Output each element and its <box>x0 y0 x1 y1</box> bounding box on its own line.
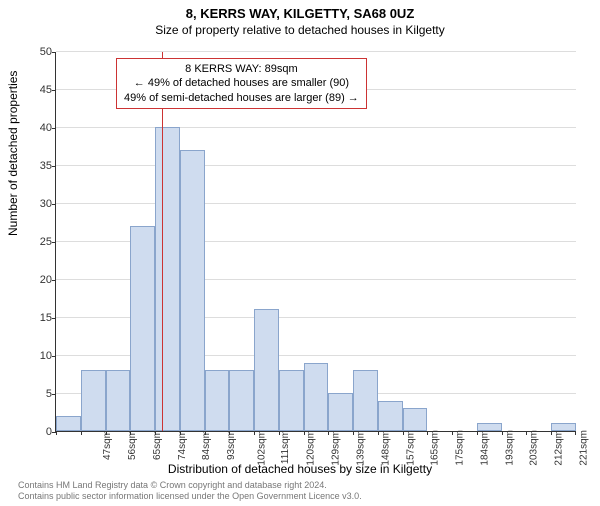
x-tick-label: 203sqm <box>529 430 540 466</box>
bar <box>279 370 304 431</box>
bar <box>477 423 502 431</box>
y-tick-mark <box>52 204 56 205</box>
y-tick-mark <box>52 128 56 129</box>
y-tick-label: 40 <box>26 122 52 134</box>
x-tick-label: 93sqm <box>226 430 237 460</box>
bar <box>56 416 81 431</box>
y-tick-label: 45 <box>26 84 52 96</box>
x-tick-mark <box>378 431 379 435</box>
y-tick-mark <box>52 280 56 281</box>
x-tick-label: 111sqm <box>280 430 291 464</box>
chart-title-primary: 8, KERRS WAY, KILGETTY, SA68 0UZ <box>0 6 600 21</box>
x-tick-label: 212sqm <box>554 430 565 466</box>
info-line-3: 49% of semi-detached houses are larger (… <box>124 91 359 105</box>
x-tick-label: 47sqm <box>102 430 113 460</box>
footer-text: Contains HM Land Registry data © Crown c… <box>18 480 362 502</box>
x-tick-label: 129sqm <box>331 430 342 466</box>
y-tick-label: 5 <box>26 388 52 400</box>
bar <box>353 370 378 431</box>
bar <box>328 393 353 431</box>
info-line-2: ← 49% of detached houses are smaller (90… <box>124 76 359 90</box>
y-axis-label: Number of detached properties <box>6 71 20 236</box>
x-tick-mark <box>279 431 280 435</box>
x-tick-label: 157sqm <box>405 430 416 466</box>
gridline <box>56 165 576 166</box>
y-tick-mark <box>52 356 56 357</box>
x-tick-mark <box>155 431 156 435</box>
x-tick-mark <box>81 431 82 435</box>
x-tick-mark <box>229 431 230 435</box>
x-tick-mark <box>304 431 305 435</box>
x-tick-label: 102sqm <box>257 430 268 466</box>
y-tick-mark <box>52 318 56 319</box>
x-tick-mark <box>551 431 552 435</box>
y-tick-label: 10 <box>26 350 52 362</box>
bar <box>205 370 230 431</box>
x-tick-label: 165sqm <box>430 430 441 466</box>
bar <box>403 408 428 431</box>
x-tick-label: 175sqm <box>455 430 466 466</box>
x-tick-mark <box>328 431 329 435</box>
x-tick-label: 120sqm <box>306 430 317 466</box>
x-tick-mark <box>452 431 453 435</box>
x-tick-mark <box>427 431 428 435</box>
x-tick-label: 65sqm <box>152 430 163 460</box>
x-tick-mark <box>477 431 478 435</box>
y-tick-label: 30 <box>26 198 52 210</box>
bar <box>551 423 576 431</box>
x-tick-label: 74sqm <box>177 430 188 460</box>
chart-title-secondary: Size of property relative to detached ho… <box>0 23 600 37</box>
y-tick-label: 0 <box>26 426 52 438</box>
gridline <box>56 51 576 52</box>
x-tick-label: 221sqm <box>578 430 589 466</box>
gridline <box>56 203 576 204</box>
bar <box>180 150 205 431</box>
y-tick-mark <box>52 166 56 167</box>
x-tick-mark <box>353 431 354 435</box>
bar <box>130 226 155 431</box>
bar <box>81 370 106 431</box>
x-tick-label: 139sqm <box>356 430 367 466</box>
x-tick-mark <box>403 431 404 435</box>
y-tick-label: 15 <box>26 312 52 324</box>
x-tick-mark <box>205 431 206 435</box>
y-tick-mark <box>52 394 56 395</box>
y-tick-mark <box>52 242 56 243</box>
x-tick-label: 84sqm <box>201 430 212 460</box>
x-tick-mark <box>526 431 527 435</box>
bar <box>378 401 403 431</box>
x-tick-mark <box>180 431 181 435</box>
x-tick-label: 184sqm <box>479 430 490 466</box>
plot-area: 0510152025303540455047sqm56sqm65sqm74sqm… <box>55 52 575 432</box>
y-tick-label: 25 <box>26 236 52 248</box>
x-tick-mark <box>575 431 576 435</box>
y-tick-label: 20 <box>26 274 52 286</box>
y-tick-mark <box>52 52 56 53</box>
x-tick-mark <box>130 431 131 435</box>
bar <box>304 363 329 431</box>
x-tick-label: 148sqm <box>380 430 391 466</box>
bar <box>155 127 180 431</box>
footer-line-1: Contains HM Land Registry data © Crown c… <box>18 480 362 491</box>
y-tick-label: 35 <box>26 160 52 172</box>
x-tick-mark <box>106 431 107 435</box>
x-tick-label: 193sqm <box>504 430 515 466</box>
footer-line-2: Contains public sector information licen… <box>18 491 362 502</box>
x-tick-mark <box>254 431 255 435</box>
x-axis-label: Distribution of detached houses by size … <box>0 462 600 476</box>
info-line-1: 8 KERRS WAY: 89sqm <box>124 62 359 76</box>
gridline <box>56 127 576 128</box>
y-tick-label: 50 <box>26 46 52 58</box>
y-tick-mark <box>52 90 56 91</box>
bar <box>254 309 279 431</box>
bar <box>229 370 254 431</box>
x-tick-label: 56sqm <box>127 430 138 460</box>
x-tick-mark <box>502 431 503 435</box>
bar <box>106 370 131 431</box>
x-tick-mark <box>56 431 57 435</box>
info-box: 8 KERRS WAY: 89sqm ← 49% of detached hou… <box>116 58 367 109</box>
